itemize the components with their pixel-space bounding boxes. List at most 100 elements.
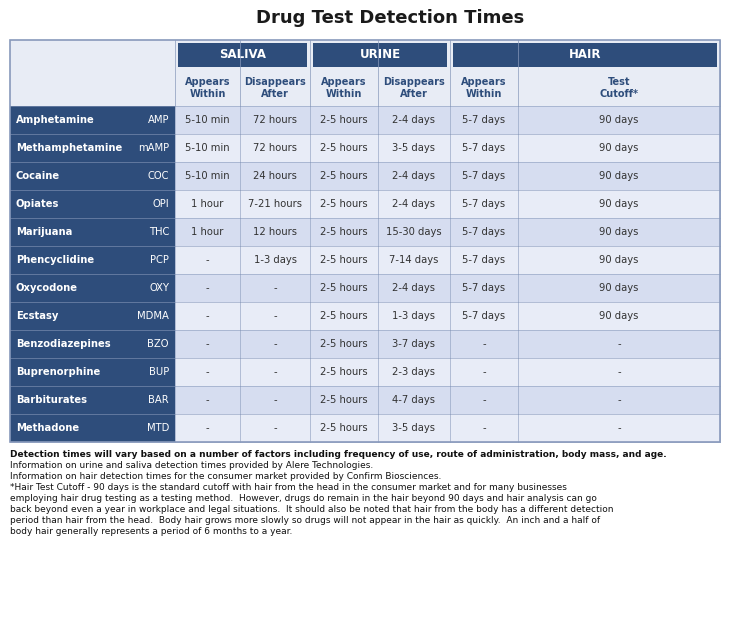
Bar bbox=[240, 386, 310, 414]
Bar bbox=[450, 358, 518, 386]
Text: -: - bbox=[206, 395, 209, 405]
Text: MTD: MTD bbox=[147, 423, 169, 433]
Text: Methamphetamine: Methamphetamine bbox=[16, 143, 122, 153]
Text: -: - bbox=[206, 255, 209, 265]
Text: Methadone: Methadone bbox=[16, 423, 79, 433]
Bar bbox=[518, 106, 720, 134]
Text: -: - bbox=[617, 339, 621, 349]
Bar bbox=[240, 106, 310, 134]
Text: Information on hair detection times for the consumer market provided by Confirm : Information on hair detection times for … bbox=[10, 472, 441, 481]
Bar bbox=[450, 246, 518, 274]
Text: *Hair Test Cutoff - 90 days is the standard cutoff with hair from the head in th: *Hair Test Cutoff - 90 days is the stand… bbox=[10, 483, 567, 492]
Text: Oxycodone: Oxycodone bbox=[16, 283, 78, 293]
Text: Marijuana: Marijuana bbox=[16, 227, 73, 237]
Text: 2-4 days: 2-4 days bbox=[392, 199, 436, 209]
Text: 5-7 days: 5-7 days bbox=[462, 115, 505, 125]
Bar bbox=[240, 330, 310, 358]
Text: Opiates: Opiates bbox=[16, 199, 59, 209]
Text: 2-4 days: 2-4 days bbox=[392, 171, 436, 181]
Text: -: - bbox=[617, 395, 621, 405]
Bar bbox=[10, 40, 720, 70]
Text: 7-14 days: 7-14 days bbox=[389, 255, 439, 265]
Bar bbox=[240, 274, 310, 302]
Bar bbox=[310, 358, 378, 386]
Bar bbox=[518, 386, 720, 414]
Bar bbox=[310, 106, 378, 134]
Bar bbox=[240, 358, 310, 386]
Text: 90 days: 90 days bbox=[599, 199, 639, 209]
Bar bbox=[378, 134, 450, 162]
Bar bbox=[518, 134, 720, 162]
Text: 5-10 min: 5-10 min bbox=[185, 171, 230, 181]
Bar bbox=[378, 386, 450, 414]
Bar bbox=[313, 43, 447, 67]
Bar bbox=[175, 330, 240, 358]
Text: -: - bbox=[617, 423, 621, 433]
Text: 5-7 days: 5-7 days bbox=[462, 171, 505, 181]
Bar bbox=[378, 162, 450, 190]
Text: -: - bbox=[617, 367, 621, 377]
Text: 2-4 days: 2-4 days bbox=[392, 115, 436, 125]
Text: -: - bbox=[206, 339, 209, 349]
Bar bbox=[240, 218, 310, 246]
Text: -: - bbox=[273, 283, 277, 293]
Text: 90 days: 90 days bbox=[599, 311, 639, 321]
Bar bbox=[10, 302, 175, 330]
Text: 2-5 hours: 2-5 hours bbox=[320, 367, 368, 377]
Text: 2-5 hours: 2-5 hours bbox=[320, 199, 368, 209]
Bar bbox=[450, 302, 518, 330]
Text: Appears
Within: Appears Within bbox=[185, 77, 230, 99]
Text: BUP: BUP bbox=[149, 367, 169, 377]
Bar bbox=[240, 246, 310, 274]
Bar bbox=[10, 162, 175, 190]
Text: 24 hours: 24 hours bbox=[253, 171, 297, 181]
Text: Benzodiazepines: Benzodiazepines bbox=[16, 339, 110, 349]
Text: 1-3 days: 1-3 days bbox=[392, 311, 436, 321]
Bar bbox=[10, 134, 175, 162]
Text: AMP: AMP bbox=[147, 115, 169, 125]
Bar bbox=[450, 274, 518, 302]
Text: 90 days: 90 days bbox=[599, 171, 639, 181]
Bar bbox=[378, 302, 450, 330]
Bar bbox=[175, 386, 240, 414]
Text: Drug Test Detection Times: Drug Test Detection Times bbox=[256, 9, 524, 27]
Bar bbox=[450, 106, 518, 134]
Text: 2-4 days: 2-4 days bbox=[392, 283, 436, 293]
Bar bbox=[518, 246, 720, 274]
Text: Appears
Within: Appears Within bbox=[461, 77, 507, 99]
Bar bbox=[310, 274, 378, 302]
Text: Disappears
After: Disappears After bbox=[244, 77, 306, 99]
Text: Buprenorphine: Buprenorphine bbox=[16, 367, 100, 377]
Text: -: - bbox=[273, 367, 277, 377]
Bar bbox=[178, 43, 307, 67]
Bar bbox=[450, 386, 518, 414]
Bar bbox=[450, 218, 518, 246]
Text: 7-21 hours: 7-21 hours bbox=[248, 199, 302, 209]
Text: 5-7 days: 5-7 days bbox=[462, 143, 505, 153]
Bar bbox=[518, 358, 720, 386]
Text: 3-5 days: 3-5 days bbox=[392, 143, 436, 153]
Text: 2-5 hours: 2-5 hours bbox=[320, 339, 368, 349]
Text: employing hair drug testing as a testing method.  However, drugs do remain in th: employing hair drug testing as a testing… bbox=[10, 494, 597, 503]
Text: OXY: OXY bbox=[149, 283, 169, 293]
Bar bbox=[450, 190, 518, 218]
Bar bbox=[240, 134, 310, 162]
Text: URINE: URINE bbox=[360, 49, 400, 61]
Bar bbox=[378, 414, 450, 442]
Bar bbox=[518, 414, 720, 442]
Text: -: - bbox=[206, 311, 209, 321]
Text: 5-7 days: 5-7 days bbox=[462, 255, 505, 265]
Text: 72 hours: 72 hours bbox=[253, 115, 297, 125]
Bar bbox=[10, 414, 175, 442]
Text: -: - bbox=[273, 395, 277, 405]
Text: 5-7 days: 5-7 days bbox=[462, 311, 505, 321]
Bar bbox=[240, 302, 310, 330]
Text: BAR: BAR bbox=[149, 395, 169, 405]
Bar bbox=[10, 70, 720, 106]
Text: BZO: BZO bbox=[147, 339, 169, 349]
Text: 2-5 hours: 2-5 hours bbox=[320, 423, 368, 433]
Bar bbox=[310, 218, 378, 246]
Text: Cocaine: Cocaine bbox=[16, 171, 60, 181]
Bar bbox=[240, 162, 310, 190]
Text: Phencyclidine: Phencyclidine bbox=[16, 255, 94, 265]
